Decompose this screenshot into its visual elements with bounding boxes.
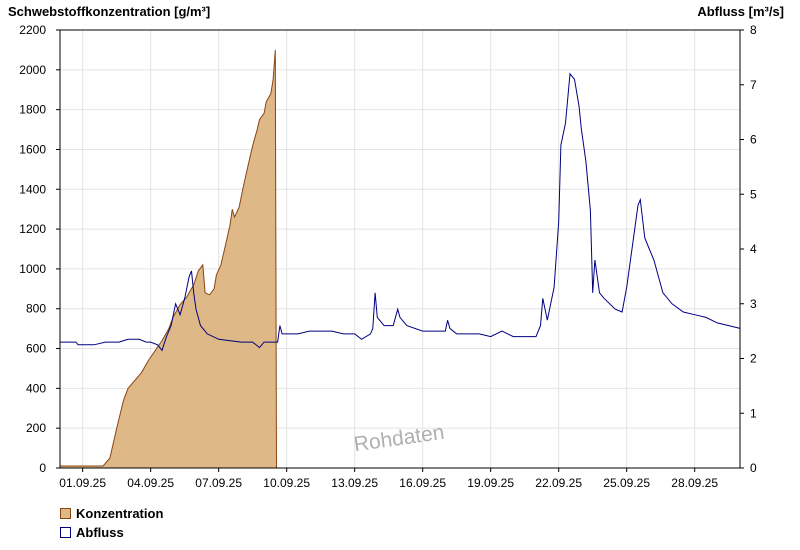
right-axis-title: Abfluss [m³/s] (697, 4, 784, 19)
legend-label-abfluss: Abfluss (76, 525, 124, 540)
left-tick-label: 1000 (19, 262, 46, 276)
x-tick-label: 22.09.25 (535, 476, 582, 490)
right-tick-label: 8 (750, 23, 757, 37)
right-tick-label: 2 (750, 352, 757, 366)
right-tick-label: 3 (750, 297, 757, 311)
right-tick-label: 0 (750, 461, 757, 475)
x-tick-label: 01.09.25 (59, 476, 106, 490)
left-tick-label: 200 (26, 421, 46, 435)
x-tick-label: 28.09.25 (671, 476, 718, 490)
right-tick-label: 5 (750, 187, 757, 201)
left-tick-label: 1600 (19, 142, 46, 156)
watermark: Rohdaten (352, 421, 445, 456)
x-tick-label: 10.09.25 (263, 476, 310, 490)
x-tick-label: 07.09.25 (195, 476, 242, 490)
legend-label-konzentration: Konzentration (76, 506, 164, 521)
left-tick-label: 600 (26, 342, 46, 356)
konzentration-swatch (60, 508, 71, 519)
right-axis-ticks: 0 1 2 3 4 5 6 7 8 (740, 23, 757, 475)
x-tick-label: 16.09.25 (399, 476, 446, 490)
left-axis-title: Schwebstoffkonzentration [g/m³] (8, 4, 210, 19)
left-tick-label: 2200 (19, 23, 46, 37)
left-axis-ticks: 0 200 400 600 800 1000 1200 1400 1600 1800 2000 220… (19, 23, 60, 475)
x-tick-label: 13.09.25 (331, 476, 378, 490)
right-tick-label: 6 (750, 133, 757, 147)
abfluss-swatch (60, 527, 71, 538)
x-tick-label: 19.09.25 (467, 476, 514, 490)
left-tick-label: 1800 (19, 103, 46, 117)
x-tick-label: 04.09.25 (127, 476, 174, 490)
left-tick-label: 2000 (19, 63, 46, 77)
right-tick-label: 4 (750, 242, 757, 256)
x-tick-label: 25.09.25 (603, 476, 650, 490)
legend: Konzentration Abfluss (60, 504, 163, 542)
right-tick-label: 7 (750, 78, 757, 92)
left-tick-label: 0 (39, 461, 46, 475)
left-tick-label: 400 (26, 381, 46, 395)
left-tick-label: 1200 (19, 222, 46, 236)
left-tick-label: 1400 (19, 182, 46, 196)
series-layer (59, 49, 741, 469)
legend-item-abfluss[interactable]: Abfluss (60, 523, 163, 542)
x-axis-ticks: 01.09.25 04.09.25 07.09.25 10.09.25 13.09.25… (59, 468, 718, 490)
left-tick-label: 800 (26, 302, 46, 316)
konzentration-area (59, 49, 278, 469)
abfluss-line (60, 72, 741, 352)
legend-item-konzentration[interactable]: Konzentration (60, 504, 163, 523)
right-tick-label: 1 (750, 406, 757, 420)
